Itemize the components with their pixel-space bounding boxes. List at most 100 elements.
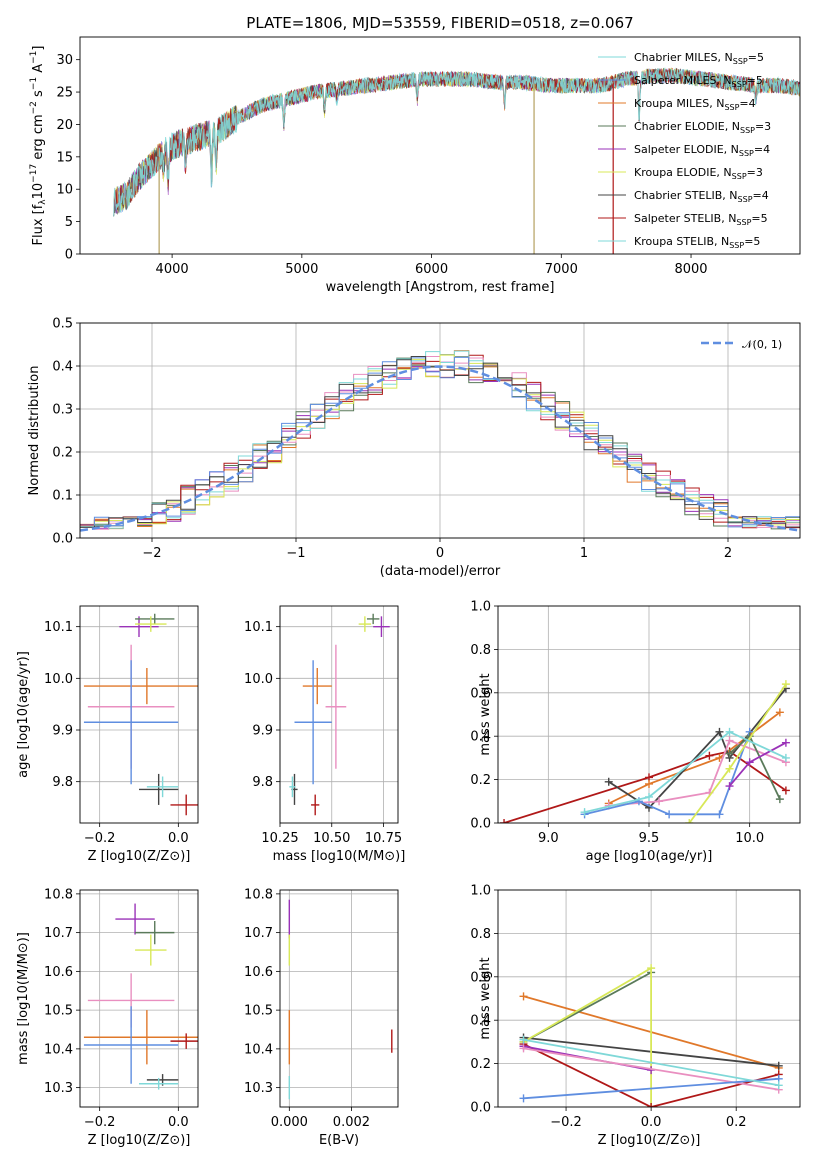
x-tick-label: 7000 bbox=[545, 262, 578, 277]
weight-marker bbox=[775, 795, 784, 804]
x-tick-label: 0.0 bbox=[168, 831, 189, 846]
weight-marker bbox=[725, 736, 734, 745]
y-tick-label: 10.8 bbox=[44, 887, 73, 902]
data-point bbox=[83, 660, 179, 785]
x-tick-label: 0.0 bbox=[641, 1115, 662, 1130]
y-tick-label: 0.6 bbox=[470, 686, 491, 701]
weight-marker bbox=[665, 810, 674, 819]
weight-marker bbox=[647, 964, 656, 973]
data-point bbox=[325, 644, 347, 769]
y-tick-label: 10.6 bbox=[244, 965, 273, 980]
legend-n: =5 bbox=[751, 212, 767, 225]
data-point bbox=[366, 613, 380, 625]
data-point bbox=[135, 934, 167, 966]
weight-marker bbox=[725, 782, 734, 791]
weight-marker bbox=[774, 1061, 783, 1070]
weight-marker bbox=[781, 680, 790, 689]
legend-label: Chabrier STELIB, NSSP=4 bbox=[634, 189, 769, 204]
legend-label: Salpeter MILES, NSSP=5 bbox=[634, 74, 763, 89]
y-tick-label: 0.2 bbox=[52, 446, 73, 461]
age_vs_mass-axes: 10.25 10.50 10.75 9.8 9.9 10.0 10.1 bbox=[244, 606, 402, 846]
y-tick-label: 1.0 bbox=[470, 600, 491, 615]
y-tick-label: 0.5 bbox=[52, 317, 73, 332]
weight-marker bbox=[725, 764, 734, 773]
y-tick-label: 1.0 bbox=[470, 884, 491, 899]
y-tick-label: 0 bbox=[65, 248, 73, 263]
x-tick-label: −1 bbox=[286, 546, 305, 561]
axes-frame bbox=[79, 36, 801, 255]
histogram-c7 bbox=[80, 356, 800, 528]
spectrum-ylabel: Flux [fλ10−17 erg cm−2 s−1 A−1] bbox=[29, 46, 48, 246]
data-point bbox=[139, 773, 179, 805]
mass_vs_Z-points bbox=[83, 903, 198, 1090]
legend-n: =4 bbox=[754, 143, 770, 156]
data-point bbox=[146, 776, 179, 798]
weight-marker bbox=[715, 727, 724, 736]
legend-subscript: SSP bbox=[732, 80, 747, 89]
weight-marker bbox=[519, 992, 528, 1001]
weight-marker bbox=[519, 1035, 528, 1044]
weight-marker bbox=[774, 1081, 783, 1090]
y-tick-label: 10.1 bbox=[244, 620, 273, 635]
data-point bbox=[83, 668, 198, 705]
y-tick-label: 9.9 bbox=[52, 724, 73, 739]
x-tick-label: −0.2 bbox=[550, 1115, 582, 1130]
y-tick-label: 9.8 bbox=[252, 775, 273, 790]
y-tick-label: 10.0 bbox=[44, 672, 73, 687]
legend-label: Kroupa ELODIE, NSSP=3 bbox=[634, 166, 763, 181]
spectrum-legend: Chabrier MILES, NSSP=5 Salpeter MILES, NS… bbox=[598, 51, 771, 250]
legend-n: =3 bbox=[747, 166, 763, 179]
y-tick-label: 9.9 bbox=[252, 724, 273, 739]
data-point bbox=[358, 616, 372, 632]
data-point bbox=[373, 616, 390, 637]
y-tick-label: 0.8 bbox=[470, 927, 491, 942]
y-tick-label: 10.7 bbox=[244, 926, 273, 941]
y-tick-label: 9.8 bbox=[52, 775, 73, 790]
y-tick-label: 0.0 bbox=[52, 532, 73, 547]
y-tick-label: 0.3 bbox=[52, 403, 73, 418]
normal-curve bbox=[80, 365, 800, 532]
x-tick-label: 0.2 bbox=[726, 1115, 747, 1130]
y-tick-label: 10.4 bbox=[244, 1042, 273, 1057]
mass_vs_Z-xlabel: Z [log10(Z/Z⊙)] bbox=[88, 1133, 191, 1148]
weight-marker bbox=[775, 708, 784, 717]
y-tick-label: 10.1 bbox=[44, 620, 73, 635]
legend-subscript: SSP bbox=[733, 57, 748, 66]
weight-marker bbox=[580, 808, 589, 817]
data-point bbox=[311, 794, 320, 816]
legend-n: =5 bbox=[747, 74, 763, 87]
axes-frame bbox=[497, 889, 801, 1108]
data-point bbox=[170, 794, 198, 816]
x-tick-label: 2 bbox=[724, 546, 732, 561]
legend-label: Salpeter ELODIE, NSSP=4 bbox=[634, 143, 770, 158]
legend-label: Salpeter STELIB, NSSP=5 bbox=[634, 212, 768, 227]
axes-frame bbox=[79, 889, 199, 1108]
weight-marker bbox=[647, 1103, 656, 1107]
legend-normal-label: 𝒩(0, 1) bbox=[742, 338, 782, 351]
age_vs_mass-points bbox=[289, 613, 390, 816]
legend-n: =3 bbox=[755, 120, 771, 133]
data-point bbox=[289, 776, 296, 798]
weight-line-c8 bbox=[523, 1043, 779, 1107]
legend-label: Kroupa MILES, NSSP=4 bbox=[634, 97, 756, 112]
y-tick-label: 10.5 bbox=[44, 1004, 73, 1019]
weight-marker bbox=[519, 1094, 528, 1103]
data-point bbox=[83, 1010, 198, 1065]
legend-subscript: SSP bbox=[729, 241, 744, 250]
y-tick-label: 5 bbox=[65, 215, 73, 230]
age_vs_Z-ylabel: age [log10(age/yr)] bbox=[16, 651, 31, 778]
age_vs_mass-xlabel: mass [log10(M/M⊙)] bbox=[273, 849, 406, 864]
x-tick-label: 10.75 bbox=[365, 831, 402, 846]
age_vs_Z-points bbox=[83, 613, 198, 816]
legend-n: =4 bbox=[753, 189, 769, 202]
x-tick-label: 0 bbox=[436, 546, 444, 561]
weight-line-c1 bbox=[523, 1077, 779, 1100]
data-point bbox=[115, 903, 155, 935]
legend-n: =5 bbox=[748, 51, 764, 64]
mass_vs_EBV-xlabel: E(B-V) bbox=[319, 1133, 359, 1148]
legend-n: =4 bbox=[739, 97, 755, 110]
x-tick-label: 9.0 bbox=[538, 831, 559, 846]
y-tick-label: 0.4 bbox=[470, 730, 491, 745]
data-point bbox=[135, 613, 175, 625]
